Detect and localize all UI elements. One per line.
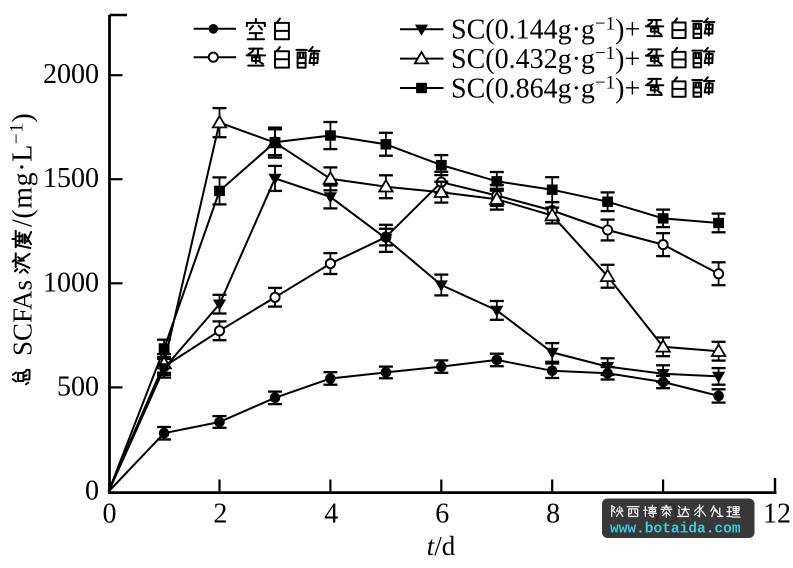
- svg-text:t/d: t/d: [427, 531, 456, 561]
- svg-text:4: 4: [324, 499, 338, 530]
- svg-text:12: 12: [763, 499, 791, 530]
- svg-text:0: 0: [103, 499, 117, 530]
- svg-text:1500: 1500: [43, 163, 99, 194]
- svg-text:8: 8: [546, 499, 560, 530]
- svg-text:2000: 2000: [43, 59, 99, 90]
- svg-text:SCFAs: SCFAs: [8, 280, 38, 356]
- svg-text:2: 2: [213, 499, 227, 530]
- svg-text:1000: 1000: [43, 267, 99, 298]
- svg-text:6: 6: [435, 499, 449, 530]
- svg-text:www.botaida.com: www.botaida.com: [610, 522, 741, 538]
- svg-text:500: 500: [57, 371, 99, 402]
- svg-text:0: 0: [85, 476, 99, 507]
